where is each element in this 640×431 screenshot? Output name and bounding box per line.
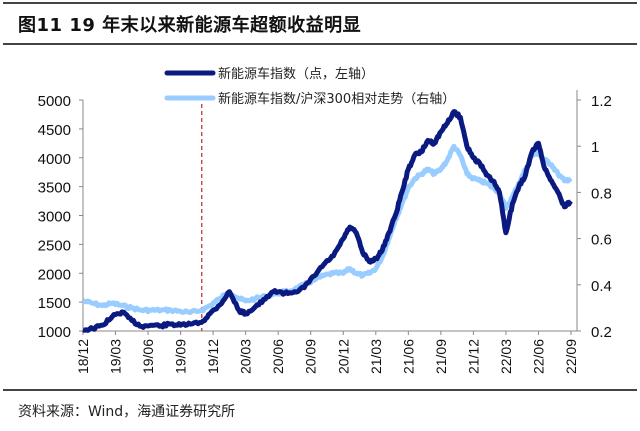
x-tick-label: 20/09 — [303, 339, 319, 374]
x-tick-label: 18/12 — [75, 339, 91, 374]
source-note: 资料来源：Wind，海通证券研究所 — [18, 404, 236, 420]
series-relative-line — [82, 143, 573, 315]
x-tick-label: 22/09 — [563, 339, 579, 374]
bottom-rule — [3, 389, 637, 391]
series-index-line — [82, 109, 573, 333]
x-tick-label: 20/12 — [335, 339, 351, 374]
right-tick-label: 1.2 — [591, 93, 612, 110]
left-tick-label: 3000 — [38, 209, 71, 226]
x-tick-label: 21/06 — [400, 339, 416, 374]
x-tick-label: 21/09 — [433, 339, 449, 374]
right-tick-label: 0.2 — [591, 324, 612, 341]
x-tick-label: 22/03 — [498, 339, 514, 374]
right-tick-label: 0.8 — [591, 185, 612, 202]
title-rule — [3, 43, 637, 45]
right-tick-label: 0.4 — [591, 278, 612, 295]
left-tick-label: 4500 — [38, 122, 71, 139]
left-tick-label: 5000 — [38, 93, 71, 110]
x-tick-label: 19/03 — [108, 339, 124, 374]
left-tick-label: 1500 — [38, 295, 71, 312]
x-tick-label: 21/03 — [368, 339, 384, 374]
top-rule — [3, 2, 637, 4]
left-tick-label: 3500 — [38, 180, 71, 197]
x-tick-label: 19/06 — [140, 339, 156, 374]
left-tick-label: 4000 — [38, 151, 71, 168]
x-tick-label: 20/06 — [270, 339, 286, 374]
left-tick-label: 2500 — [38, 237, 71, 254]
x-tick-label: 20/03 — [238, 339, 254, 374]
figure-title: 图11 19 年末以来新能源车超额收益明显 — [18, 15, 362, 36]
legend-label-relative: 新能源车指数/沪深300相对走势（右轴） — [218, 91, 455, 107]
x-tick-label: 19/12 — [205, 339, 221, 374]
x-tick-label: 22/06 — [530, 339, 546, 374]
left-tick-label: 2000 — [38, 266, 71, 283]
axes: 1000 1500 2000 2500 3000 3500 4000 4500 5000 0.2 0… — [38, 90, 612, 374]
legend: 新能源车指数（点，左轴） 新能源车指数/沪深300相对走势（右轴） — [164, 66, 455, 107]
x-tick-label: 19/09 — [173, 339, 189, 374]
legend-label-index: 新能源车指数（点，左轴） — [218, 66, 374, 82]
right-tick-label: 1 — [591, 139, 599, 156]
right-tick-label: 0.6 — [591, 232, 612, 249]
plot-area — [82, 104, 573, 333]
left-tick-label: 1000 — [38, 324, 71, 341]
x-tick-label: 21/12 — [465, 339, 481, 374]
